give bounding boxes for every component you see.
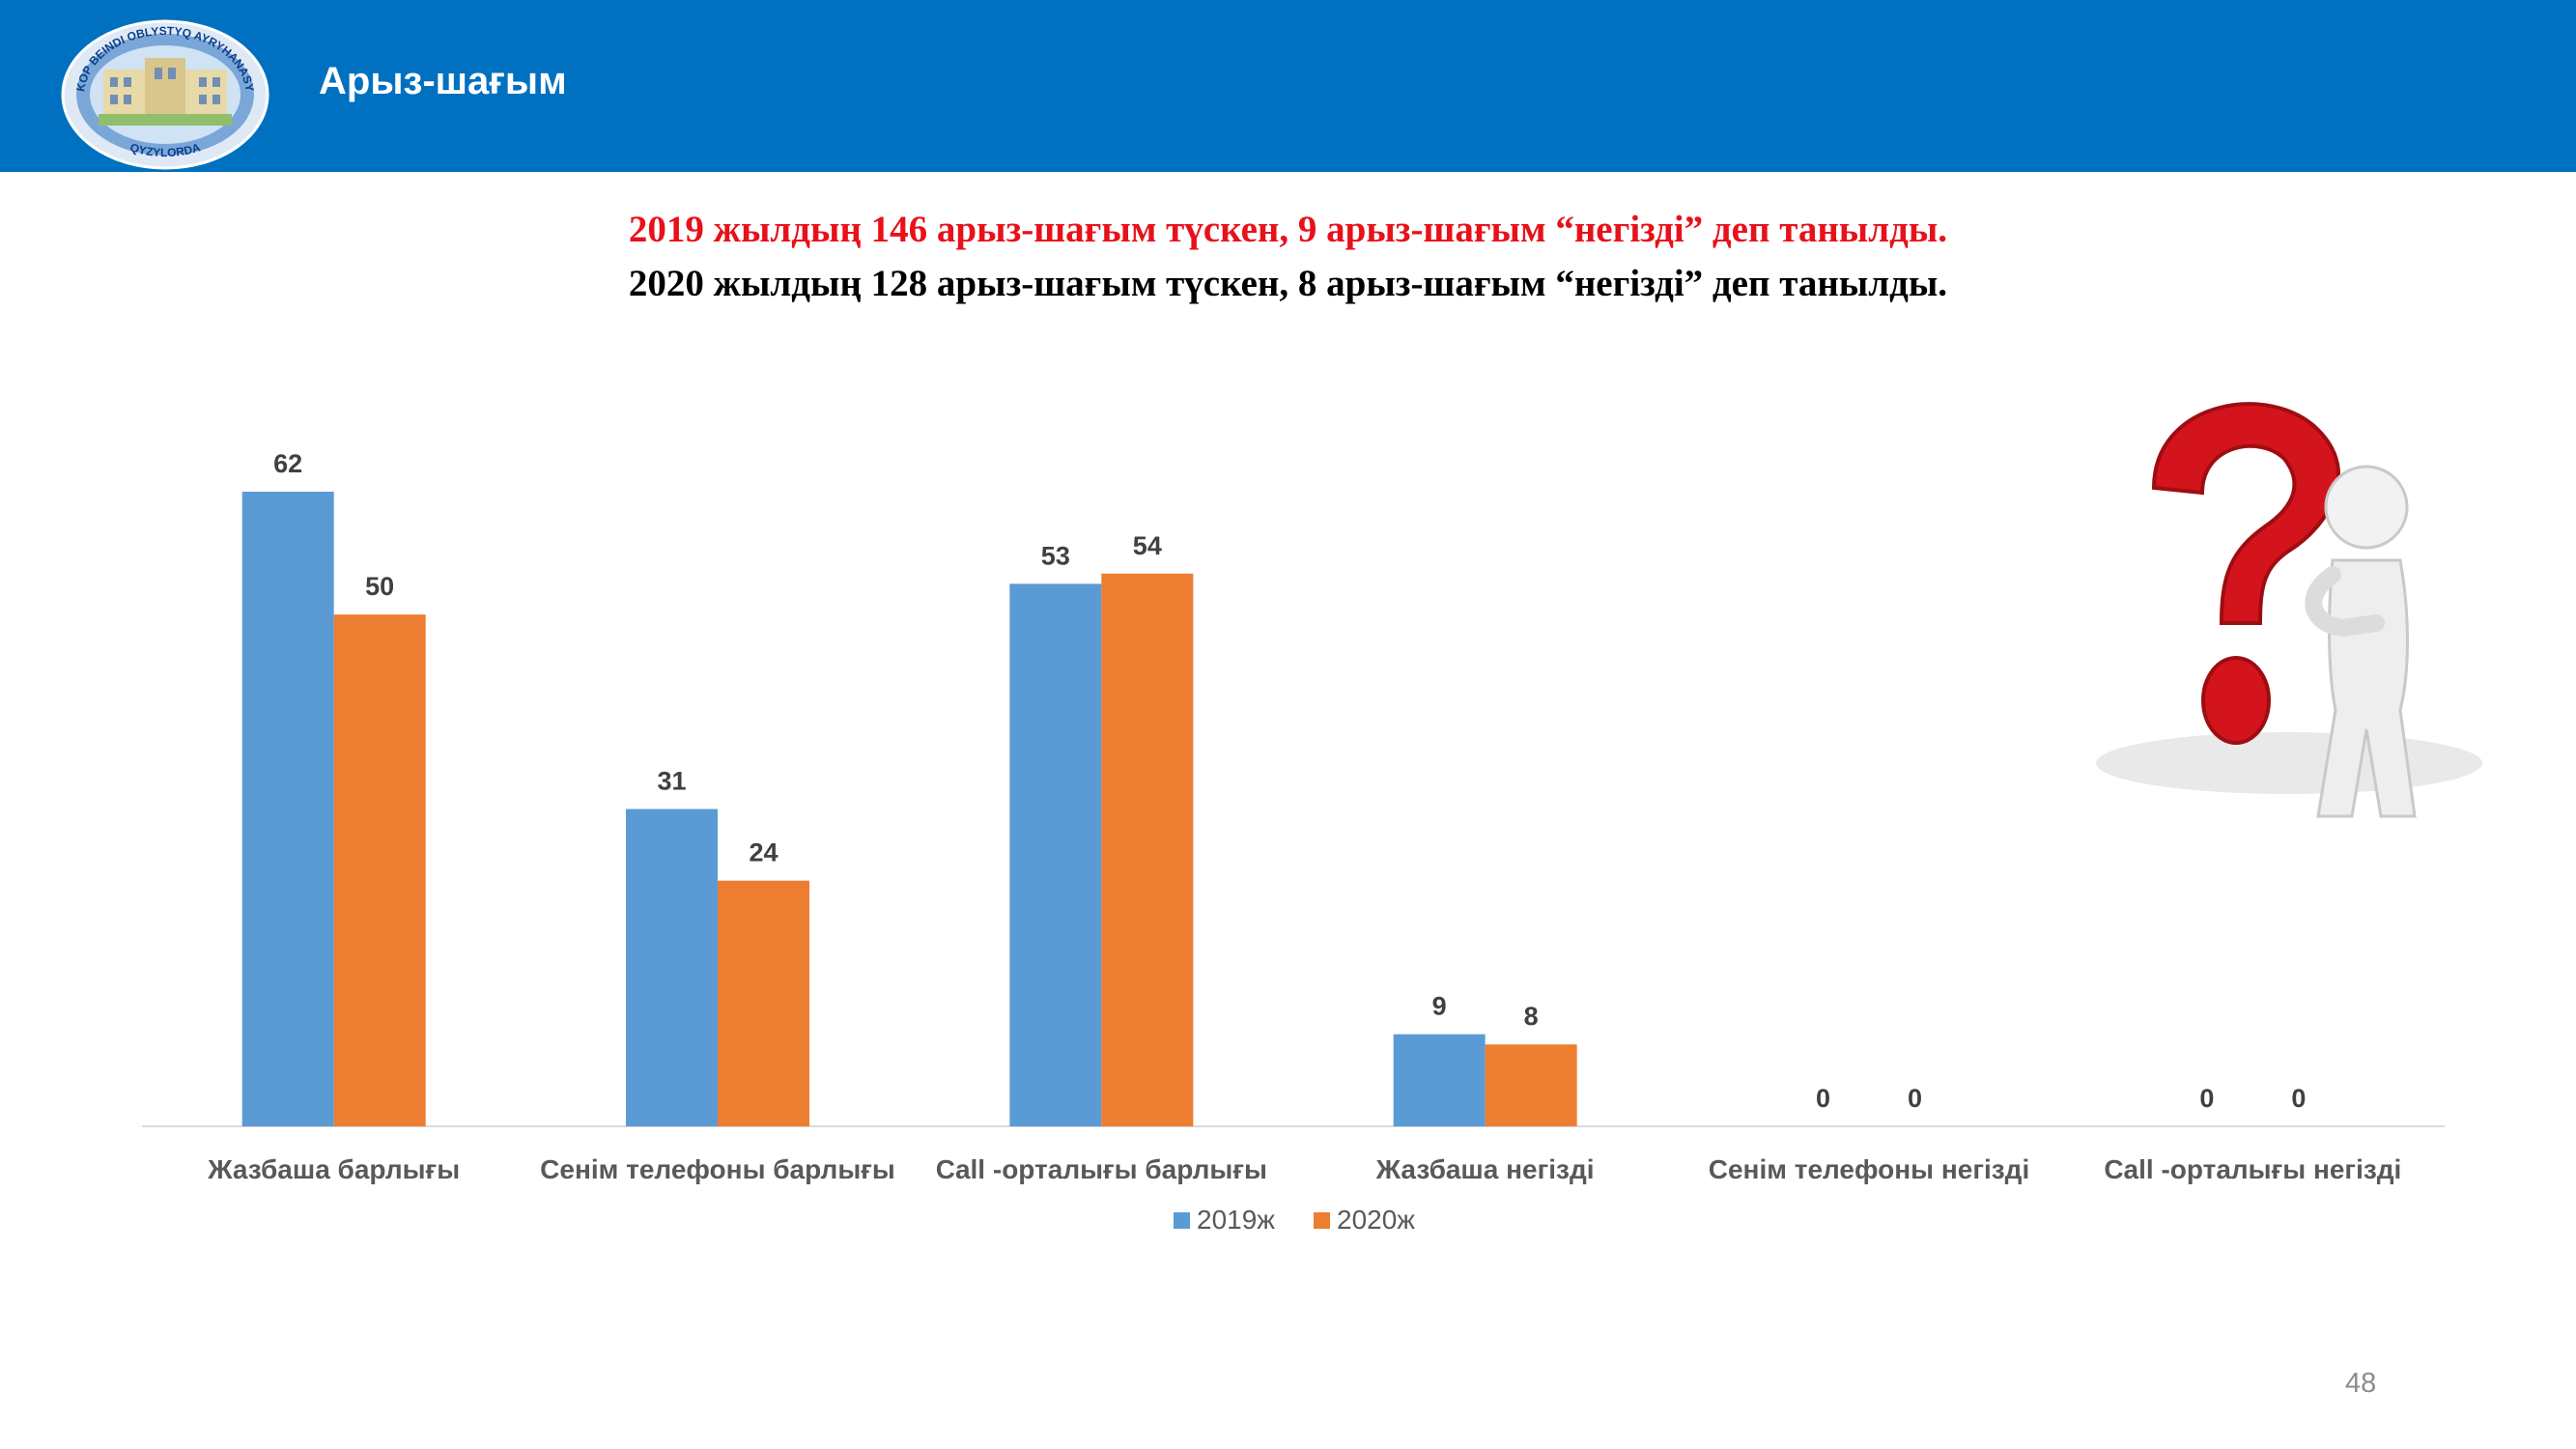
page-title: Арыз-шағым: [319, 60, 567, 102]
bar-series1: [1009, 583, 1102, 1126]
legend-label: 2020ж: [1337, 1205, 1415, 1235]
svg-text:QYZYLORDA: QYZYLORDA: [128, 140, 202, 159]
headline-2019: 2019 жылдың 146 арыз-шағым түскен, 9 ары…: [628, 209, 1948, 250]
bar-series2: [1485, 1044, 1577, 1126]
bar-series1: [241, 492, 334, 1126]
bar-series2: [718, 880, 809, 1126]
bar-series2: [333, 614, 426, 1126]
x-tick-label: Жазбаша негізді: [1375, 1154, 1595, 1184]
bar-series1: [1393, 1034, 1486, 1126]
x-tick-label: Жазбаша барлығы: [207, 1154, 460, 1184]
bar-chart: 62 50 Жазбаша барлығы 31 24 Сенім телефоны ба…: [142, 449, 2445, 1235]
data-label: 50: [365, 572, 394, 601]
hospital-logo: KOP BEINDI OBLYSTYQ AYRYHANASY QYZYLORDA: [61, 19, 269, 170]
page-number: 48: [2345, 1368, 2377, 1399]
header-bar: KOP BEINDI OBLYSTYQ AYRYHANASY QYZYLORDA…: [0, 0, 2576, 172]
x-tick-label: Сенім телефоны негізді: [1709, 1154, 2030, 1184]
headline-2020: 2020 жылдың 128 арыз-шағым түскен, 8 ары…: [628, 263, 1948, 304]
data-label: 54: [1133, 531, 1162, 560]
data-label: 8: [1524, 1002, 1539, 1031]
legend-swatch: [1314, 1212, 1330, 1229]
data-label: 24: [749, 838, 778, 867]
data-label: 0: [2199, 1084, 2214, 1113]
data-label: 62: [273, 449, 302, 478]
data-label: 9: [1432, 992, 1447, 1021]
data-label: 31: [657, 767, 686, 796]
legend-swatch: [1174, 1212, 1190, 1229]
question-mark-figure-illustration: [2096, 402, 2482, 818]
bar-series2: [1101, 573, 1194, 1126]
x-tick-label: Call -орталығы негізді: [2104, 1154, 2401, 1184]
data-label: 53: [1041, 541, 1070, 570]
bar-series1: [626, 809, 718, 1126]
legend-label: 2019ж: [1197, 1205, 1275, 1235]
data-label: 0: [1816, 1084, 1830, 1113]
data-label: 0: [1908, 1084, 1922, 1113]
data-label: 0: [2291, 1084, 2306, 1113]
x-tick-label: Сенім телефоны барлығы: [540, 1154, 895, 1184]
x-tick-label: Call -орталығы барлығы: [936, 1154, 1267, 1184]
